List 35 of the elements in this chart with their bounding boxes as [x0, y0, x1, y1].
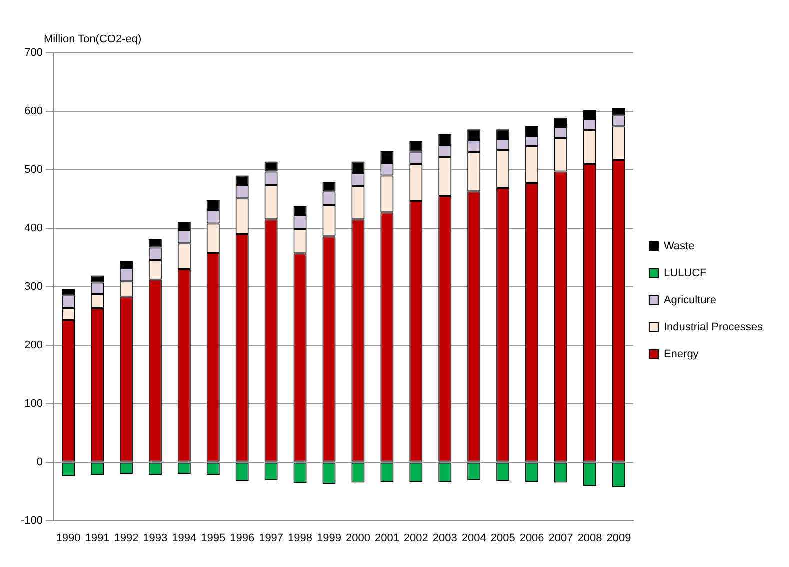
legend-label: LULUCF — [664, 268, 708, 280]
x-tick-label: 2004 — [462, 532, 486, 544]
x-tick-label: 1999 — [317, 532, 342, 544]
y-tick-label: 600 — [24, 106, 44, 118]
legend-label: Agriculture — [664, 294, 717, 307]
legend-label: Energy — [664, 348, 700, 361]
x-tick-label: 1998 — [288, 532, 313, 544]
x-tick-label: 2005 — [490, 532, 516, 544]
x-tick-label: 1995 — [201, 532, 226, 544]
x-tick-label: 2001 — [374, 532, 400, 544]
x-tick-label: 2006 — [520, 532, 544, 544]
y-axis-title: Million Ton(CO2-eq) — [44, 34, 142, 46]
y-tick-label: 300 — [24, 280, 44, 293]
y-tick-label: 200 — [24, 339, 44, 352]
x-tick-label: 1997 — [259, 532, 284, 544]
y-tick-label: 100 — [24, 398, 44, 410]
y-tick-label: 400 — [24, 222, 44, 234]
x-tick-label: 1992 — [114, 532, 139, 544]
x-tick-label: 1994 — [172, 532, 197, 544]
legend-label: Industrial Processes — [664, 322, 764, 334]
x-tick-label: 2008 — [578, 532, 602, 544]
x-tick-label: 2000 — [346, 532, 370, 544]
x-tick-label: 1996 — [230, 532, 255, 544]
legend-label: Waste — [664, 240, 695, 253]
x-tick-label: 2003 — [432, 532, 458, 544]
x-tick-label: 2002 — [404, 532, 428, 544]
y-tick-label: -100 — [20, 514, 44, 527]
y-tick-label: 700 — [24, 47, 44, 60]
x-tick-label: 2007 — [548, 532, 574, 544]
x-tick-label: 1993 — [143, 532, 168, 544]
x-tick-label: 2009 — [606, 532, 632, 544]
x-tick-label: 1991 — [85, 532, 110, 544]
x-tick-label: 1990 — [56, 532, 81, 544]
y-tick-label: 0 — [36, 456, 44, 468]
y-tick-label: 500 — [24, 164, 44, 176]
